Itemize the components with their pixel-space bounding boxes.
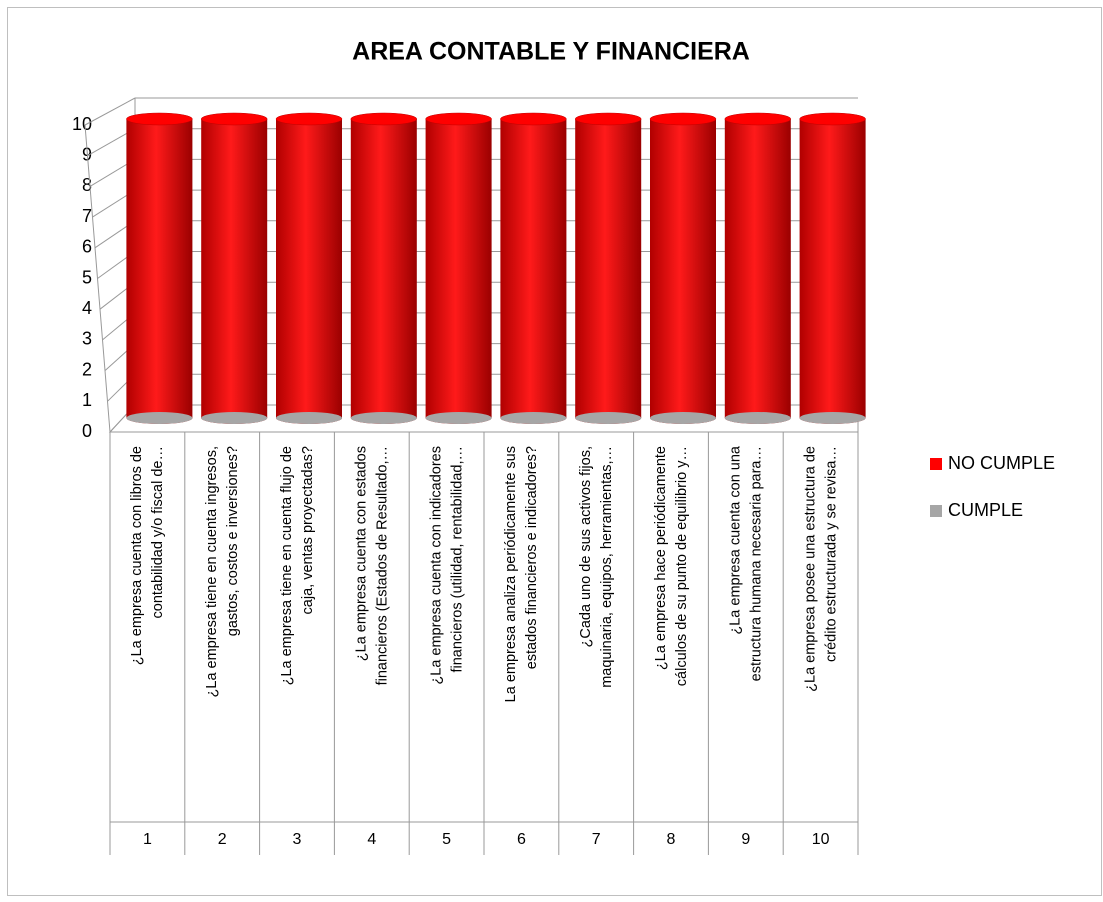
bar [425,119,492,418]
bar-top [275,112,343,126]
x-tick-label: 9 [741,831,750,848]
bar [500,119,567,418]
question-label: estructura humana necesaria para… [749,446,765,681]
bar-bottom [575,412,642,424]
question-label: gastos, costos e inversiones? [225,446,241,636]
y-tick-label: 2 [82,359,92,379]
bar-top [649,112,717,126]
y-tick-label: 6 [82,237,92,257]
bar-bottom [276,412,342,424]
x-tick-label: 6 [517,831,526,848]
bar [724,119,791,418]
x-tick-label: 5 [442,831,451,848]
y-tick-label: 0 [82,421,92,441]
y-tick-label: 1 [82,390,92,410]
bar-top [126,112,193,126]
bar-bottom [650,412,716,424]
y-axis [84,124,111,433]
bar-top [350,112,418,126]
bar-bottom [724,412,791,424]
legend-swatch [930,505,942,517]
question-label: crédito estructurada y se revisa… [823,446,839,662]
y-tick-label: 10 [72,114,92,134]
bar-bottom [425,412,492,424]
chart-title: AREA CONTABLE Y FINANCIERA [352,38,750,66]
question-label: ¿La empresa hace periódicamente [653,446,669,670]
bar [126,119,193,418]
question-label: ¿La empresa cuenta con indicadores [428,446,444,685]
question-label: maquinaria, equipos, herramientas,… [599,446,615,688]
bar-top [500,112,567,126]
question-label: ¿La empresa posee una estructura de [802,446,818,692]
bar-top [799,112,866,126]
y-tick-label: 8 [82,175,92,195]
bar [201,119,268,418]
x-tick-label: 8 [667,831,676,848]
grid-line [84,97,136,126]
x-tick-label: 3 [293,831,302,848]
question-label: cálculos de su punto de equilibrio y… [674,446,690,686]
bar [799,119,866,418]
question-label: ¿Cada uno de sus activos fijos, [578,446,594,648]
question-label: ¿La empresa cuenta con una [728,445,744,635]
legend-label: NO CUMPLE [948,453,1055,473]
y-tick-label: 5 [82,267,92,287]
question-label: financieros (utilidad, rentabilidad,… [449,446,465,673]
x-tick-label: 10 [812,831,830,848]
bar-top [724,112,792,126]
question-label: La empresa analiza periódicamente sus [503,446,519,702]
bar-bottom [126,412,193,424]
bar [575,119,642,418]
bar [276,119,342,418]
chart-border [7,7,1102,896]
question-label: ¿La empresa tiene en cuenta ingresos, [204,446,220,697]
x-tick-label: 2 [218,831,227,848]
bar [350,119,417,418]
bar-bottom [350,412,417,424]
bar-bottom [799,412,866,424]
bar-bottom [500,412,567,424]
legend-swatch [930,458,942,470]
question-label: ¿La empresa cuenta con libros de [129,446,145,665]
bar-top [574,112,642,126]
question-label: contabilidad y/o fiscal de… [150,446,166,619]
question-label: caja, ventas proyectadas? [300,446,316,614]
x-tick-label: 7 [592,831,601,848]
y-tick-label: 3 [82,329,92,349]
bar-bottom [201,412,268,424]
question-label: estados financieros e indicadores? [524,446,540,669]
bar [650,119,716,418]
bar-top [425,112,492,126]
y-tick-label: 7 [82,206,92,226]
x-tick-label: 1 [143,831,152,848]
legend-label: CUMPLE [948,500,1023,520]
question-label: ¿La empresa tiene en cuenta flujo de [279,446,295,685]
y-tick-label: 4 [82,298,92,318]
question-label: ¿La empresa cuenta con estados [354,446,370,661]
x-tick-label: 4 [367,831,376,848]
question-label: financieros (Estados de Resultado,… [375,446,391,685]
bar-top [200,112,268,126]
